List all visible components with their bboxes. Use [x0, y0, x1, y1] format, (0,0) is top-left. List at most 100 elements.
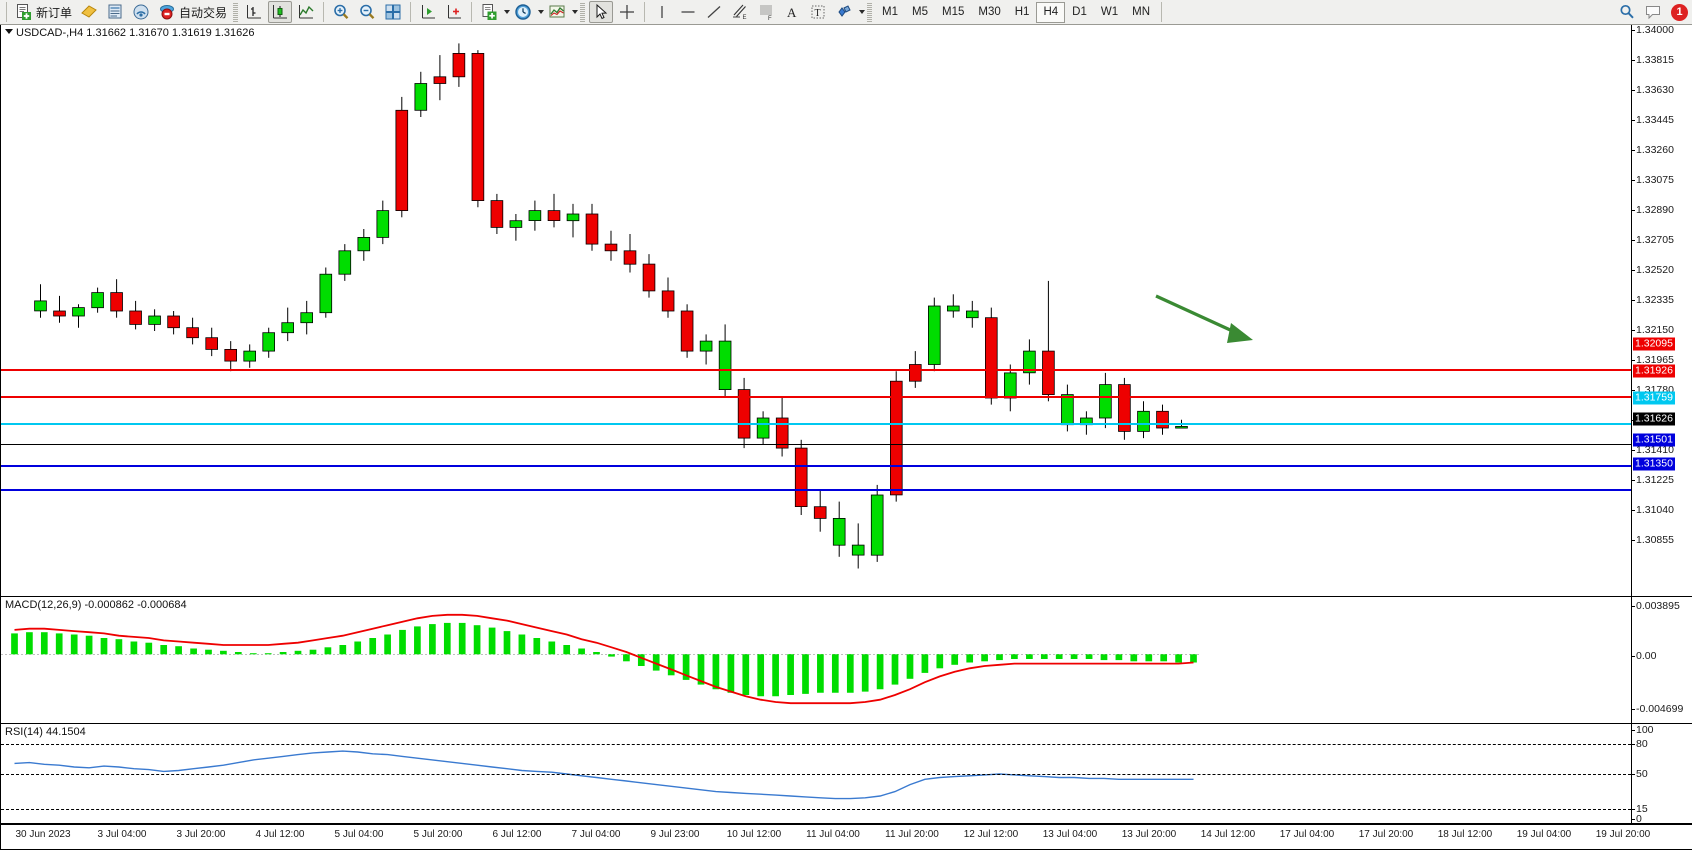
line-chart-button[interactable] — [294, 1, 318, 23]
timeframe-m15[interactable]: M15 — [942, 6, 965, 18]
notification-count-badge[interactable]: 1 — [1671, 3, 1688, 21]
trendline-icon — [707, 6, 721, 18]
zoom-out-button[interactable] — [355, 1, 379, 23]
timeframe-mn[interactable]: MN — [1132, 6, 1150, 18]
period-button[interactable] — [511, 1, 535, 23]
auto-scroll-button[interactable] — [442, 1, 466, 23]
price-label-resistance-1[interactable]: 1.32095 — [1633, 337, 1675, 351]
price-label-support-1[interactable]: 1.31501 — [1633, 433, 1675, 447]
timeframe-m5[interactable]: M5 — [912, 6, 928, 18]
crosshair-button[interactable] — [615, 1, 639, 23]
equidistant-channel-button[interactable]: E — [728, 1, 752, 23]
level-line-pivot[interactable] — [1, 423, 1631, 425]
time-axis[interactable]: 30 Jun 2023 3 Jul 04:00 3 Jul 20:00 4 Ju… — [1, 824, 1692, 849]
time-tick: 6 Jul 12:00 — [492, 829, 542, 840]
cursor-button[interactable] — [589, 1, 614, 23]
horizontal-line-icon — [681, 11, 695, 13]
chart-area[interactable]: USDCAD-,H4 1.31662 1.31670 1.31619 1.316… — [0, 25, 1692, 850]
macd-series — [1, 613, 1201, 705]
shapes-dropdown-caret[interactable] — [859, 10, 866, 14]
rsi-pane[interactable]: RSI(14) 44.1504 100 80 50 15 0 — [1, 724, 1692, 824]
timeframe-h1[interactable]: H1 — [1014, 6, 1030, 18]
level-line-resistance-1[interactable] — [1, 369, 1631, 371]
symbol-dropdown-caret[interactable] — [5, 29, 13, 34]
rsi-tick: 50 — [1631, 768, 1648, 780]
level-line-resistance-2[interactable] — [1, 396, 1631, 398]
price-axis[interactable]: 1.34000 1.33815 1.33630 1.33445 1.33260 … — [1631, 25, 1692, 596]
down-arrow-annotation[interactable] — [1153, 290, 1273, 350]
toolbar-grip[interactable] — [233, 2, 239, 22]
fibonacci-button[interactable]: F — [754, 1, 778, 23]
terminal-button[interactable] — [103, 1, 127, 23]
text-label-button[interactable]: T — [806, 1, 830, 23]
level-line-support-2[interactable] — [1, 489, 1631, 491]
time-tick: 13 Jul 20:00 — [1121, 829, 1177, 840]
svg-text:F: F — [768, 16, 772, 21]
timeframe-h4[interactable]: H4 — [1036, 1, 1066, 23]
template-dropdown-caret[interactable] — [504, 10, 511, 14]
time-tick: 4 Jul 12:00 — [255, 829, 305, 840]
macd-label: MACD(12,26,9) -0.000862 -0.000684 — [5, 599, 187, 611]
navigator-button[interactable] — [129, 1, 153, 23]
macd-tick: -0.004699 — [1630, 703, 1684, 715]
rsi-label: RSI(14) 44.1504 — [5, 726, 86, 738]
macd-axis[interactable]: 0.003895 0.00 -0.004699 — [1630, 597, 1692, 723]
autotrading-button[interactable]: 自动交易 — [155, 1, 230, 23]
horizontal-line-button[interactable] — [676, 1, 700, 23]
toolbar-grip[interactable] — [580, 2, 586, 22]
chart-shift-button[interactable] — [416, 1, 440, 23]
text-button[interactable]: A — [780, 1, 804, 23]
timeframe-w1[interactable]: W1 — [1100, 6, 1119, 18]
rsi-level-50-line — [1, 774, 1631, 775]
svg-text:E: E — [743, 15, 747, 21]
price-tick: 1.33630 — [1631, 84, 1674, 96]
text-icon: A — [787, 5, 797, 20]
price-label-support-2[interactable]: 1.31350 — [1633, 457, 1675, 471]
level-line-support-1[interactable] — [1, 465, 1631, 467]
price-pane[interactable]: USDCAD-,H4 1.31662 1.31670 1.31619 1.316… — [1, 25, 1692, 597]
toolbar-divider — [644, 2, 646, 22]
timeframe-m1[interactable]: M1 — [882, 6, 899, 18]
cursor-icon — [596, 3, 608, 20]
indicators-button[interactable] — [545, 1, 569, 23]
candlestick-chart-button[interactable] — [268, 1, 293, 23]
level-line-current-price[interactable] — [1, 444, 1631, 445]
history-button[interactable] — [77, 1, 101, 23]
period-dropdown-caret[interactable] — [538, 10, 545, 14]
rsi-axis[interactable]: 100 80 50 15 0 — [1631, 724, 1692, 823]
price-label-resistance-2[interactable]: 1.31926 — [1633, 364, 1675, 378]
time-tick: 11 Jul 20:00 — [885, 829, 939, 840]
price-label-pivot[interactable]: 1.31759 — [1633, 391, 1675, 405]
search-icon — [1620, 4, 1634, 19]
vertical-line-button[interactable] — [650, 1, 674, 23]
trendline-button[interactable] — [702, 1, 726, 23]
notification-button[interactable] — [1641, 1, 1665, 23]
autotrading-icon — [160, 5, 175, 20]
toolbar-divider — [471, 2, 473, 22]
search-button[interactable] — [1615, 1, 1639, 23]
new-order-button[interactable]: 新订单 — [12, 1, 75, 23]
symbol-header[interactable]: USDCAD-,H4 1.31662 1.31670 1.31619 1.316… — [5, 27, 255, 39]
shapes-button[interactable] — [832, 1, 856, 23]
timeframe-d1[interactable]: D1 — [1072, 6, 1087, 18]
price-tick: 1.32335 — [1631, 294, 1674, 306]
toolbar-grip[interactable] — [867, 2, 873, 22]
indicators-icon — [549, 5, 565, 18]
period-icon — [515, 4, 531, 20]
zoom-in-button[interactable] — [329, 1, 353, 23]
time-tick: 3 Jul 20:00 — [176, 829, 226, 840]
price-label-current-price[interactable]: 1.31626 — [1633, 412, 1675, 426]
price-tick: 1.32705 — [1631, 234, 1674, 246]
tile-windows-button[interactable] — [381, 1, 405, 23]
timeframe-m30[interactable]: M30 — [978, 6, 1001, 18]
new-template-button[interactable] — [477, 1, 501, 23]
bar-chart-button[interactable] — [242, 1, 266, 23]
svg-text:T: T — [815, 8, 821, 19]
macd-pane[interactable]: MACD(12,26,9) -0.000862 -0.000684 0.0038… — [1, 597, 1692, 724]
price-tick: 1.33075 — [1631, 174, 1674, 186]
navigator-icon — [133, 4, 149, 20]
zoom-in-icon — [334, 4, 349, 20]
toolbar-divider — [6, 2, 7, 22]
price-tick: 1.33260 — [1631, 144, 1674, 156]
indicators-dropdown-caret[interactable] — [572, 10, 579, 14]
